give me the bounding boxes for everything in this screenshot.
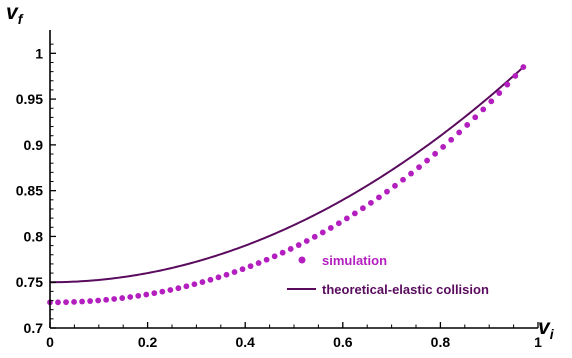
- simulation-point: [247, 263, 254, 270]
- simulation-point: [504, 81, 511, 88]
- simulation-point: [71, 299, 77, 305]
- simulation-point: [327, 225, 334, 231]
- simulation-point: [520, 64, 527, 70]
- simulation-point: [231, 269, 238, 275]
- simulation-point: [263, 256, 270, 263]
- simulation-point: [79, 298, 85, 305]
- simulation-point: [464, 122, 471, 128]
- simulation-point: [183, 283, 190, 290]
- simulation-point: [456, 129, 463, 136]
- simulation-point: [103, 296, 110, 303]
- simulation-point: [215, 274, 222, 281]
- y-axis-title-main: v: [6, 1, 19, 24]
- simulation-point: [95, 297, 102, 304]
- simulation-point: [167, 287, 174, 293]
- legend: simulation theoretical-elastic collision: [287, 253, 489, 297]
- x-tick-label: 0.4: [235, 334, 255, 350]
- simulation-point: [376, 194, 382, 201]
- simulation-point: [255, 260, 262, 266]
- simulation-point: [287, 246, 294, 252]
- simulation-point: [335, 220, 342, 227]
- simulation-point: [63, 299, 69, 306]
- simulation-point: [472, 114, 479, 121]
- simulation-point: [440, 143, 447, 150]
- simulation-point: [127, 294, 134, 300]
- simulation-point: [199, 279, 206, 285]
- y-tick-label: 0.9: [24, 137, 44, 153]
- simulation-point: [271, 253, 278, 260]
- y-tick-label: 0.75: [16, 274, 43, 290]
- simulation-point: [480, 106, 487, 113]
- x-axis-title: vi: [538, 316, 555, 342]
- simulation-point: [512, 73, 519, 79]
- y-ticks: 0.7 0.75 0.8 0.85 0.9 0.95 1: [16, 43, 56, 336]
- simulation-point: [159, 288, 166, 295]
- simulation-point: [311, 233, 318, 240]
- simulation-point: [55, 299, 61, 306]
- theory-line: [49, 66, 525, 284]
- y-axis-title: vf: [6, 1, 24, 27]
- simulation-point: [223, 271, 230, 278]
- simulation-point: [496, 90, 503, 96]
- simulation-point: [400, 176, 406, 183]
- simulation-point: [392, 182, 398, 189]
- x-axis-title-sub: i: [550, 326, 555, 342]
- theory-line-layer: [49, 66, 525, 284]
- simulation-point: [343, 215, 350, 222]
- simulation-point: [368, 199, 374, 206]
- y-tick-label: 0.95: [16, 91, 43, 107]
- simulation-point: [448, 136, 455, 143]
- simulation-point: [303, 238, 310, 244]
- simulation-points-layer: [47, 64, 527, 306]
- simulation-point: [432, 150, 439, 157]
- simulation-point: [360, 205, 366, 212]
- y-axis-title-sub: f: [18, 11, 24, 27]
- simulation-point: [151, 290, 158, 297]
- y-tick-label: 1: [35, 45, 43, 61]
- simulation-point: [119, 295, 126, 301]
- simulation-point: [111, 296, 118, 302]
- legend-label-theory: theoretical-elastic collision: [322, 282, 489, 297]
- simulation-point: [416, 164, 422, 171]
- legend-label-simulation: simulation: [322, 253, 387, 268]
- simulation-point: [239, 266, 246, 273]
- x-axis-title-main: v: [538, 316, 551, 339]
- simulation-point: [143, 291, 150, 298]
- x-tick-label: 0: [46, 334, 54, 350]
- simulation-point: [351, 210, 358, 217]
- simulation-point: [384, 188, 390, 195]
- simulation-point: [87, 298, 94, 304]
- simulation-point: [135, 292, 142, 299]
- y-tick-label: 0.85: [16, 183, 43, 199]
- y-tick-label: 0.7: [24, 320, 44, 336]
- simulation-point: [207, 276, 214, 283]
- plot-area: [47, 64, 527, 306]
- simulation-point: [319, 229, 326, 236]
- simulation-point: [191, 281, 198, 288]
- x-ticks: 0 0.2 0.4 0.6 0.8 1: [46, 322, 542, 350]
- x-tick-label: 0.8: [431, 334, 451, 350]
- simulation-point: [408, 170, 414, 177]
- simulation-point: [488, 98, 495, 105]
- x-tick-label: 1: [534, 334, 542, 350]
- y-tick-label: 0.8: [24, 228, 44, 244]
- simulation-point: [295, 242, 302, 248]
- simulation-point: [424, 157, 430, 164]
- x-tick-label: 0.6: [333, 334, 353, 350]
- x-tick-label: 0.2: [138, 334, 158, 350]
- simulation-point: [279, 249, 286, 256]
- simulation-point: [175, 285, 182, 292]
- legend-marker-simulation: [298, 256, 306, 264]
